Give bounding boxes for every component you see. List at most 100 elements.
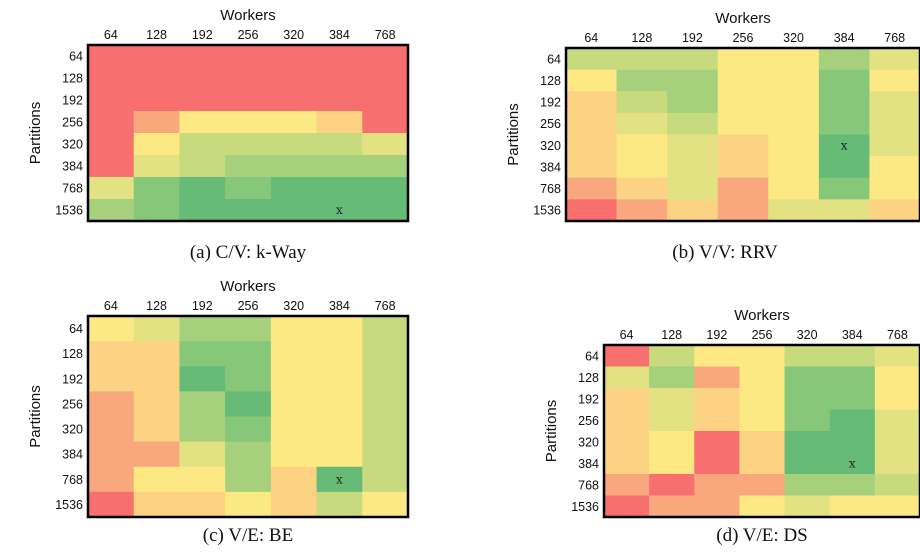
y-tick-label: 128 — [578, 371, 599, 385]
heatmap-cell — [717, 48, 769, 71]
y-tick-label: 128 — [62, 347, 83, 361]
heatmap-cell — [784, 452, 831, 475]
x-tick-label: 320 — [283, 28, 304, 42]
heatmap-cell — [566, 69, 618, 92]
heatmap-cell — [133, 491, 181, 518]
x-tick-label: 192 — [192, 28, 213, 42]
heatmap-cell — [316, 466, 363, 493]
heatmap-cell — [362, 441, 409, 468]
heatmap-cell — [768, 112, 820, 136]
heatmap-cell — [739, 431, 786, 454]
x-tick-label: 64 — [584, 31, 598, 45]
heatmap-cell — [616, 48, 668, 71]
x-tick-label: 192 — [192, 299, 213, 313]
heatmap-cell — [179, 491, 226, 518]
heatmap-cell — [270, 416, 318, 443]
heatmap-cell — [316, 366, 363, 392]
y-tick-label: 384 — [62, 160, 83, 174]
heatmap-cell — [133, 441, 181, 468]
heatmap-cell — [270, 316, 318, 342]
y-axis-title: Partitions — [505, 103, 522, 166]
y-tick-label: 64 — [69, 322, 83, 336]
x-tick-label: 192 — [682, 31, 703, 45]
heatmap-cell — [225, 111, 272, 134]
plot-border — [602, 343, 920, 519]
heatmap-cell — [784, 431, 831, 454]
y-tick-label: 768 — [540, 182, 561, 196]
heatmap-cell — [869, 177, 920, 200]
heatmap-cell — [133, 45, 181, 68]
heatmap-cell — [316, 155, 363, 178]
heatmap-cell — [225, 45, 272, 68]
x-tick-label: 128 — [631, 31, 652, 45]
x-tick-label: 128 — [146, 299, 167, 313]
heatmap-cell — [768, 177, 820, 200]
heatmap-cell — [225, 199, 272, 222]
heatmap-cell — [829, 431, 876, 454]
heatmap-cell — [362, 416, 409, 443]
heatmap-cell — [316, 391, 363, 418]
y-tick-label: 320 — [578, 435, 599, 449]
x-tick-label: 64 — [104, 299, 118, 313]
heatmap-cell — [270, 111, 318, 134]
y-tick-label: 768 — [62, 473, 83, 487]
heatmap-cell — [784, 345, 831, 368]
heatmap-cell — [270, 491, 318, 518]
heatmap-cell — [133, 341, 181, 367]
heatmap-cell — [316, 199, 363, 222]
heatmap-cell — [604, 388, 650, 411]
x-tick-label: 320 — [783, 31, 804, 45]
heatmap-cell — [649, 474, 695, 497]
heatmap-cell — [616, 112, 668, 136]
heatmap-cell — [88, 366, 135, 392]
heatmap-cell — [566, 134, 618, 157]
heatmap-cell — [362, 45, 409, 68]
heatmap-cell — [225, 89, 272, 112]
heatmap-cell — [566, 112, 618, 136]
heatmap-cell — [874, 388, 920, 411]
plot-border — [86, 314, 410, 519]
heatmap-cell — [604, 452, 650, 475]
heatmap-cell — [694, 431, 741, 454]
heatmap-cell — [667, 112, 719, 136]
heatmap-panel-1: 64 128 192 256 320 384 768 64 128 192 256 320 384 768… — [27, 7, 410, 263]
heatmap-cell — [667, 156, 719, 179]
heatmap-panel-2: 64 128 192 256 320 384 768 64 128 192 256 320 384 768… — [505, 10, 920, 263]
heatmap-cell — [133, 155, 181, 178]
heatmap-cell — [649, 452, 695, 475]
heatmap-cell — [818, 199, 871, 222]
y-tick-label: 256 — [578, 414, 599, 428]
heatmap-cell — [818, 177, 871, 200]
heatmap-cell — [768, 91, 820, 114]
heatmap-cell — [133, 67, 181, 90]
heatmap-cell — [739, 388, 786, 411]
heatmap-cell — [133, 391, 181, 418]
y-tick-label: 320 — [62, 423, 83, 437]
heatmap-cell — [566, 177, 618, 200]
heatmap-cell — [694, 452, 741, 475]
heatmap-cell — [694, 495, 741, 518]
y-tick-label: 320 — [540, 139, 561, 153]
x-tick-label: 384 — [329, 299, 350, 313]
x-tick-label: 384 — [834, 31, 855, 45]
heatmap-cell — [316, 177, 363, 200]
plot-border — [564, 46, 920, 223]
y-tick-label: 192 — [578, 392, 599, 406]
heatmap-panel-3: 64 128 192 256 320 384 768 64 128 192 256 320 384 768… — [27, 278, 410, 546]
heatmap-cell — [362, 466, 409, 493]
heatmap-cell — [717, 134, 769, 157]
heatmap-cell — [88, 416, 135, 443]
heatmap-cell — [616, 156, 668, 179]
heatmap-cell — [133, 177, 181, 200]
heatmap-cell — [667, 91, 719, 114]
x-tick-label: 256 — [238, 299, 259, 313]
heatmap-cell — [133, 466, 181, 493]
heatmap-cell — [88, 177, 135, 200]
heatmap-cell — [829, 409, 876, 432]
heatmap-cell — [362, 341, 409, 367]
x-axis-title: Workers — [220, 278, 276, 295]
heatmap-cell — [649, 345, 695, 368]
heatmap-cell — [874, 452, 920, 475]
heatmap-cell — [179, 199, 226, 222]
x-tick-label: 768 — [375, 28, 396, 42]
